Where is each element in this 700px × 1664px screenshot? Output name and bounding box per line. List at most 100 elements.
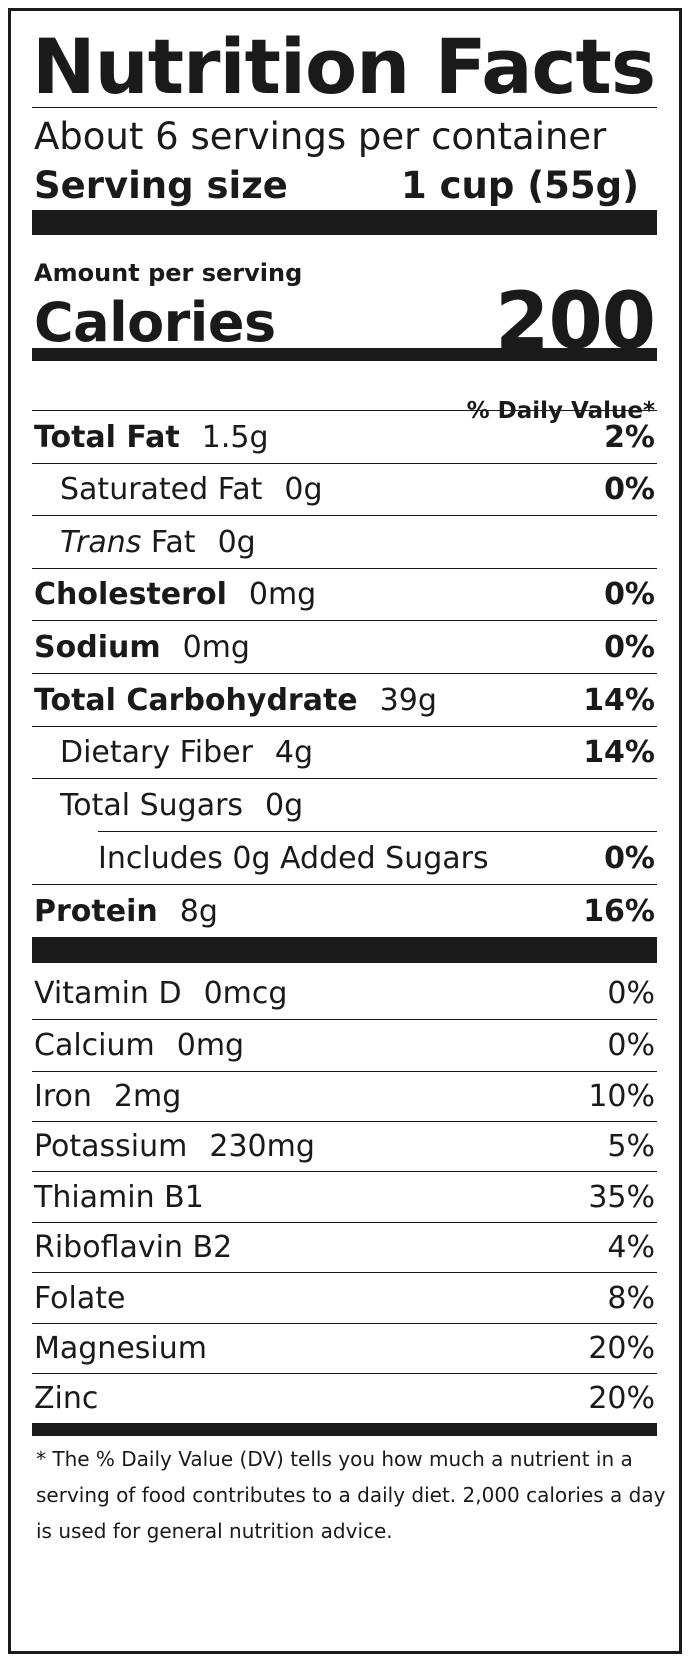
nutrient-amount: 39g bbox=[379, 682, 437, 718]
row-divider bbox=[32, 1272, 657, 1273]
vitamin-row-magnesium: Magnesium 20% bbox=[32, 1324, 657, 1373]
row-divider bbox=[32, 1323, 657, 1324]
row-divider bbox=[32, 620, 657, 621]
serving-size-label: Serving size bbox=[34, 163, 288, 207]
vitamin-dv: 20% bbox=[588, 1331, 655, 1366]
daily-value-footnote: * The % Daily Value (DV) tells you how m… bbox=[32, 1441, 666, 1549]
vitamin-name: Calcium bbox=[34, 1028, 155, 1063]
nutrient-amount: 1.5g bbox=[201, 419, 269, 455]
nutrient-row-total-fat: Total Fat 1.5g 2% bbox=[32, 411, 657, 463]
vitamin-row-thiamin: Thiamin B1 35% bbox=[32, 1172, 657, 1222]
vitamin-name: Thiamin B1 bbox=[34, 1179, 204, 1215]
vitamin-amount: 0mg bbox=[176, 1028, 245, 1063]
nutrient-row-dietary-fiber: Dietary Fiber 4g 14% bbox=[32, 727, 657, 778]
vitamin-amount: 230mg bbox=[209, 1129, 315, 1164]
nutrient-amount: 0mg bbox=[182, 629, 250, 665]
amount-per-serving: Amount per serving bbox=[34, 259, 303, 287]
serving-thick-bar bbox=[32, 210, 657, 235]
nutrient-name: Total Carbohydrate bbox=[34, 682, 358, 718]
vitamin-dv: 10% bbox=[588, 1079, 655, 1114]
nutrient-name-italic: Trans bbox=[60, 524, 142, 560]
row-divider bbox=[32, 1071, 657, 1072]
nutrient-dv: 14% bbox=[583, 735, 655, 770]
label-title: Nutrition Facts bbox=[32, 22, 656, 111]
vitamin-name: Vitamin D bbox=[34, 976, 182, 1011]
nutrient-dv: 0% bbox=[604, 629, 655, 665]
nutrient-dv: 0% bbox=[604, 472, 655, 507]
vitamin-amount: 0mcg bbox=[203, 976, 288, 1011]
row-divider bbox=[32, 1373, 657, 1374]
vitamin-row-potassium: Potassium 230mg 5% bbox=[32, 1122, 657, 1171]
calories-label: Calories bbox=[34, 290, 276, 354]
row-divider bbox=[32, 568, 657, 569]
vitamin-name: Folate bbox=[34, 1280, 126, 1316]
nutrient-name: Saturated Fat bbox=[60, 472, 263, 507]
nutrient-name: Sodium bbox=[34, 629, 161, 665]
footnote-line: is used for general nutrition advice. bbox=[36, 1519, 393, 1543]
vitamin-row-riboflavin: Riboflavin B2 4% bbox=[32, 1223, 657, 1272]
vitamin-row-folate: Folate 8% bbox=[32, 1273, 657, 1323]
nutrient-name: Fat bbox=[150, 524, 196, 560]
nutrient-name: Cholesterol bbox=[34, 577, 227, 612]
vitamin-dv: 5% bbox=[607, 1129, 655, 1164]
nutrient-amount: 0g bbox=[217, 524, 256, 560]
nutrient-name: Protein bbox=[34, 893, 158, 929]
dv-divider bbox=[32, 410, 657, 411]
nutrient-name: Total Sugars bbox=[60, 787, 244, 823]
row-divider bbox=[32, 673, 657, 674]
title-divider bbox=[32, 107, 657, 108]
vitamin-row-iron: Iron 2mg 10% bbox=[32, 1072, 657, 1121]
row-divider bbox=[32, 778, 657, 779]
nutrient-row-saturated-fat: Saturated Fat 0g 0% bbox=[32, 464, 657, 515]
nutrient-dv: 0% bbox=[604, 577, 655, 612]
row-divider bbox=[32, 1222, 657, 1223]
row-divider bbox=[32, 1171, 657, 1172]
protein-thick-bar bbox=[32, 937, 657, 963]
vitamin-name: Zinc bbox=[34, 1381, 99, 1416]
vitamin-dv: 20% bbox=[588, 1381, 655, 1416]
vitamin-name: Iron bbox=[34, 1079, 92, 1114]
nutrient-dv: 16% bbox=[583, 893, 655, 929]
serving-size-row: Serving size 1 cup (55g) bbox=[34, 163, 639, 207]
nutrient-dv: 14% bbox=[583, 682, 655, 718]
vitamin-row-zinc: Zinc 20% bbox=[32, 1374, 657, 1423]
nutrient-dv: 2% bbox=[604, 419, 655, 455]
vitamin-name: Magnesium bbox=[34, 1331, 207, 1366]
footnote-line: serving of food contributes to a daily d… bbox=[36, 1483, 666, 1507]
row-divider bbox=[98, 831, 657, 832]
nutrient-name: Dietary Fiber bbox=[60, 735, 253, 770]
vitamin-name: Potassium bbox=[34, 1129, 188, 1164]
vitamin-dv: 35% bbox=[588, 1179, 655, 1215]
row-divider bbox=[32, 1019, 657, 1020]
nutrient-row-total-carbohydrate: Total Carbohydrate 39g 14% bbox=[32, 674, 657, 726]
daily-value-header: % Daily Value* bbox=[466, 398, 655, 424]
nutrient-amount: 4g bbox=[274, 735, 314, 770]
vitamin-amount: 2mg bbox=[113, 1079, 182, 1114]
row-divider bbox=[32, 726, 657, 727]
vitamin-row-calcium: Calcium 0mg 0% bbox=[32, 1020, 657, 1071]
vitamin-row-vitamin-d: Vitamin D 0mcg 0% bbox=[32, 968, 657, 1019]
nutrient-amount: 0mg bbox=[248, 577, 317, 612]
footnote-line: * The % Daily Value (DV) tells you how m… bbox=[36, 1447, 633, 1471]
nutrient-row-cholesterol: Cholesterol 0mg 0% bbox=[32, 569, 657, 620]
nutrient-amount: 8g bbox=[179, 893, 218, 929]
nutrient-row-total-sugars: Total Sugars 0g bbox=[32, 779, 657, 831]
nutrient-row-sodium: Sodium 0mg 0% bbox=[32, 621, 657, 673]
row-divider bbox=[32, 1121, 657, 1122]
vitamin-dv: 8% bbox=[607, 1280, 655, 1316]
vitamin-dv: 4% bbox=[607, 1230, 655, 1265]
nutrient-name: Includes 0g Added Sugars bbox=[98, 840, 489, 876]
nutrient-row-protein: Protein 8g 16% bbox=[32, 885, 657, 937]
servings-per-container: About 6 servings per container bbox=[34, 115, 607, 158]
row-divider bbox=[32, 515, 657, 516]
nutrition-facts-label: Nutrition Facts About 6 servings per con… bbox=[8, 8, 682, 1654]
nutrient-row-trans-fat: Trans Fat 0g bbox=[32, 516, 657, 568]
row-divider bbox=[32, 884, 657, 885]
vitamin-name: Riboflavin B2 bbox=[34, 1230, 233, 1265]
vitamins-thick-bar bbox=[32, 1423, 657, 1436]
vitamin-dv: 0% bbox=[607, 976, 655, 1011]
row-divider bbox=[32, 463, 657, 464]
nutrient-name: Total Fat bbox=[34, 419, 180, 455]
vitamin-dv: 0% bbox=[607, 1028, 655, 1063]
nutrient-row-added-sugars: Includes 0g Added Sugars 0% bbox=[32, 832, 657, 884]
